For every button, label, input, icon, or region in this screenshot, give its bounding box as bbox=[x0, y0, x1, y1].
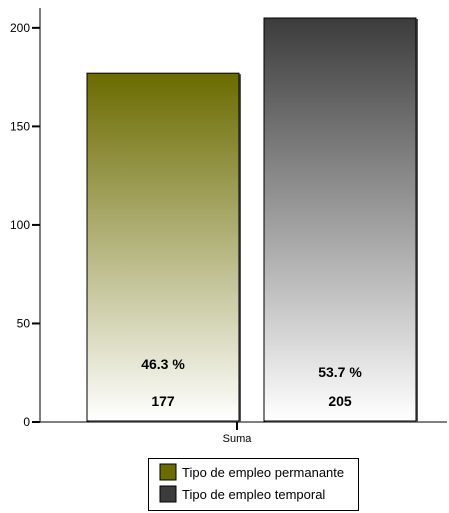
x-category-label: Suma bbox=[223, 433, 253, 445]
y-tick-label: 150 bbox=[10, 119, 30, 133]
legend-swatch bbox=[159, 485, 177, 503]
legend-swatch bbox=[159, 463, 177, 481]
bar bbox=[263, 17, 417, 422]
bar-percent-label: 53.7 % bbox=[318, 364, 362, 380]
legend: Tipo de empleo permanante Tipo de empleo … bbox=[148, 458, 359, 511]
bar bbox=[86, 72, 240, 422]
bars: 46.3 % 177 53.7 % 205 bbox=[86, 17, 418, 423]
legend-label: Tipo de empleo permanante bbox=[182, 465, 344, 480]
y-tick-label: 100 bbox=[10, 218, 30, 232]
y-tick-label: 0 bbox=[23, 415, 30, 429]
bar-value-label: 177 bbox=[151, 393, 175, 409]
y-tick-label: 50 bbox=[17, 316, 31, 330]
bar-value-label: 205 bbox=[328, 393, 352, 409]
bar-percent-label: 46.3 % bbox=[141, 356, 185, 372]
legend-box bbox=[148, 458, 359, 511]
legend-label: Tipo de empleo temporal bbox=[182, 487, 325, 502]
x-axis-categories: Suma bbox=[223, 422, 253, 445]
y-tick-label: 200 bbox=[10, 21, 30, 35]
y-axis-ticks: 0 50 100 150 200 bbox=[10, 21, 40, 429]
